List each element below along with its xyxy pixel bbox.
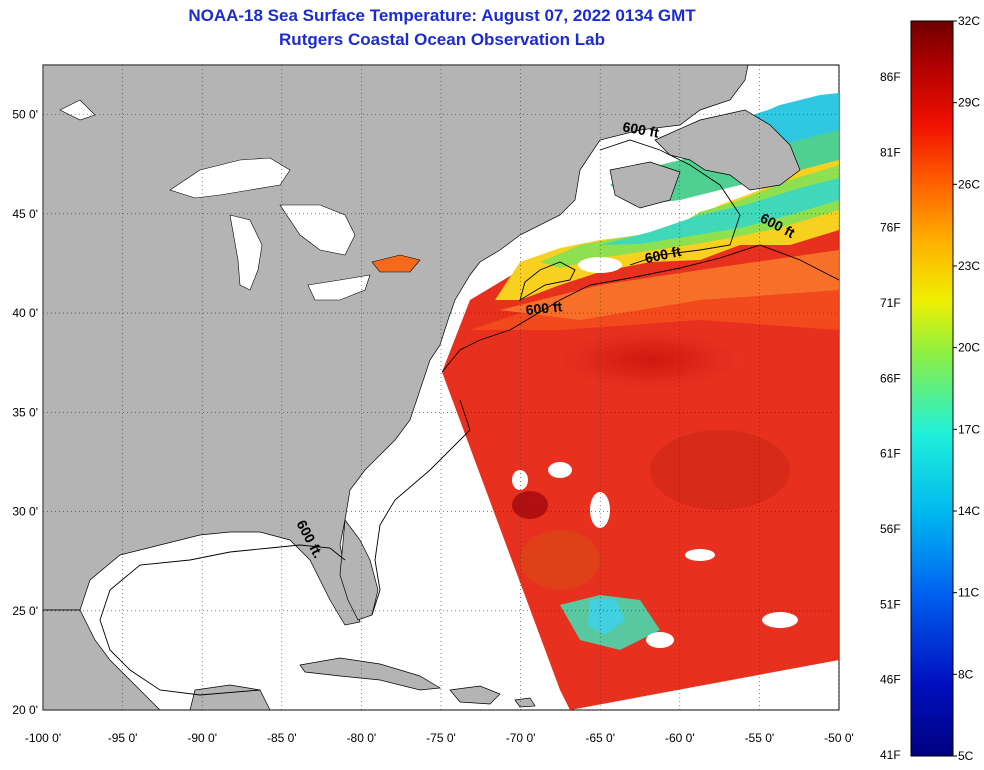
colorbar-celsius-label: 26C	[958, 177, 980, 191]
lat-tick-label: 45 0'	[12, 207, 38, 221]
lon-tick-label: -65 0'	[585, 731, 615, 745]
contour-label: 600 ft	[643, 243, 682, 266]
colorbar-fahrenheit-label: 76F	[880, 221, 901, 235]
colorbar-celsius-label: 5C	[958, 749, 974, 763]
colorbar	[910, 20, 954, 757]
lat-tick-label: 50 0'	[12, 108, 38, 122]
graticule	[42, 65, 840, 711]
colorbar-celsius-label: 11C	[958, 586, 979, 600]
map-subtitle: Rutgers Coastal Ocean Observation Lab	[279, 30, 605, 49]
colorbar-fahrenheit-label: 61F	[880, 447, 901, 461]
colorbar-celsius-label: 20C	[958, 341, 980, 355]
contour-label: 600 ft	[525, 298, 563, 318]
colorbar-labels: 32C 29C 26C 23C 20C 17C 14C 11C 8C 5C 86F 81F 76F 71F…	[880, 14, 980, 763]
colorbar-celsius-label: 14C	[958, 504, 980, 518]
lon-tick-label: -55 0'	[745, 731, 775, 745]
lat-tick-label: 25 0'	[12, 604, 38, 618]
great-lakes	[59, 99, 421, 301]
lon-tick-label: -60 0'	[665, 731, 695, 745]
map-title: NOAA-18 Sea Surface Temperature: August …	[188, 6, 696, 25]
colorbar-fahrenheit-label: 66F	[880, 371, 901, 385]
colorbar-fahrenheit-label: 81F	[880, 145, 901, 159]
lon-tick-label: -75 0'	[426, 731, 456, 745]
contour-label: 600 ft	[621, 118, 660, 140]
lat-tick-label: 40 0'	[12, 306, 38, 320]
lon-tick-label: -100 0'	[25, 731, 61, 745]
colorbar-fahrenheit-label: 51F	[880, 597, 901, 611]
colorbar-celsius-label: 29C	[958, 96, 980, 110]
colorbar-celsius-label: 8C	[958, 667, 974, 681]
lat-tick-label: 30 0'	[12, 505, 38, 519]
colorbar-fahrenheit-label: 41F	[880, 748, 901, 762]
colorbar-fahrenheit-label: 71F	[880, 296, 901, 310]
lat-tick-label: 35 0'	[12, 405, 38, 419]
colorbar-celsius-label: 23C	[958, 259, 980, 273]
axis-labels: -100 0' -95 0' -90 0' -85 0' -80 0' -75 0' -70…	[12, 108, 853, 745]
lon-tick-label: -80 0'	[347, 731, 377, 745]
lat-tick-label: 20 0'	[12, 703, 38, 717]
colorbar-celsius-label: 17C	[958, 422, 980, 436]
colorbar-fahrenheit-label: 46F	[880, 673, 901, 687]
lon-tick-label: -95 0'	[108, 731, 138, 745]
colorbar-fahrenheit-label: 56F	[880, 522, 901, 536]
lon-tick-label: -90 0'	[187, 731, 217, 745]
lon-tick-label: -50 0'	[824, 731, 854, 745]
lon-tick-label: -70 0'	[506, 731, 536, 745]
land-masses	[43, 65, 801, 710]
colorbar-fahrenheit-label: 86F	[880, 70, 901, 84]
depth-contours	[99, 139, 839, 696]
lon-tick-label: -85 0'	[267, 731, 297, 745]
colorbar-celsius-label: 32C	[958, 14, 980, 28]
